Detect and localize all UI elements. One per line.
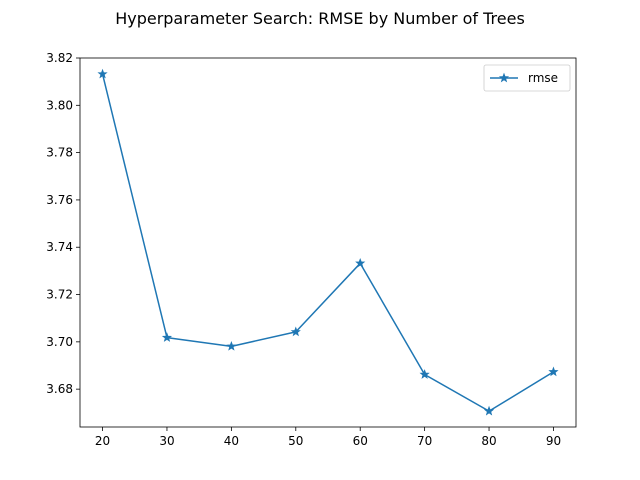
x-tick-label: 20 xyxy=(95,434,110,448)
y-tick-label: 3.68 xyxy=(46,382,73,396)
y-tick-label: 3.74 xyxy=(46,240,73,254)
data-point xyxy=(355,257,366,268)
legend-marker xyxy=(498,72,510,83)
x-tick-label: 90 xyxy=(546,434,561,448)
plot-area: 20 30 40 50 60 70 80 90 3.68 3.70 3.72 3.74 3.76 3.78… xyxy=(46,51,577,448)
data-point xyxy=(419,369,430,379)
x-tick-label: 50 xyxy=(288,434,303,448)
y-tick-label: 3.76 xyxy=(46,193,73,207)
legend-box xyxy=(483,64,571,92)
chart-title: Hyperparameter Search: RMSE by Number of… xyxy=(115,9,525,28)
y-tick-label: 3.78 xyxy=(46,146,73,160)
axes-frame xyxy=(79,57,577,428)
x-tick-label: 60 xyxy=(353,434,368,448)
legend-label: rmse xyxy=(528,71,558,85)
y-tick-label: 3.80 xyxy=(46,98,73,112)
y-tick-label: 3.70 xyxy=(46,335,73,349)
data-point xyxy=(161,332,173,342)
x-tick-label: 70 xyxy=(417,434,432,448)
data-point xyxy=(290,326,301,337)
y-tick-label: 3.82 xyxy=(46,51,73,65)
x-tick-label: 40 xyxy=(224,434,239,448)
y-tick-label: 3.72 xyxy=(46,288,73,302)
data-point xyxy=(226,340,237,351)
data-point xyxy=(97,68,108,79)
data-point xyxy=(548,366,559,377)
data-point xyxy=(483,405,495,416)
x-tick-label: 30 xyxy=(159,434,174,448)
series-line-rmse xyxy=(101,73,554,412)
x-tick-label: 80 xyxy=(481,434,496,448)
